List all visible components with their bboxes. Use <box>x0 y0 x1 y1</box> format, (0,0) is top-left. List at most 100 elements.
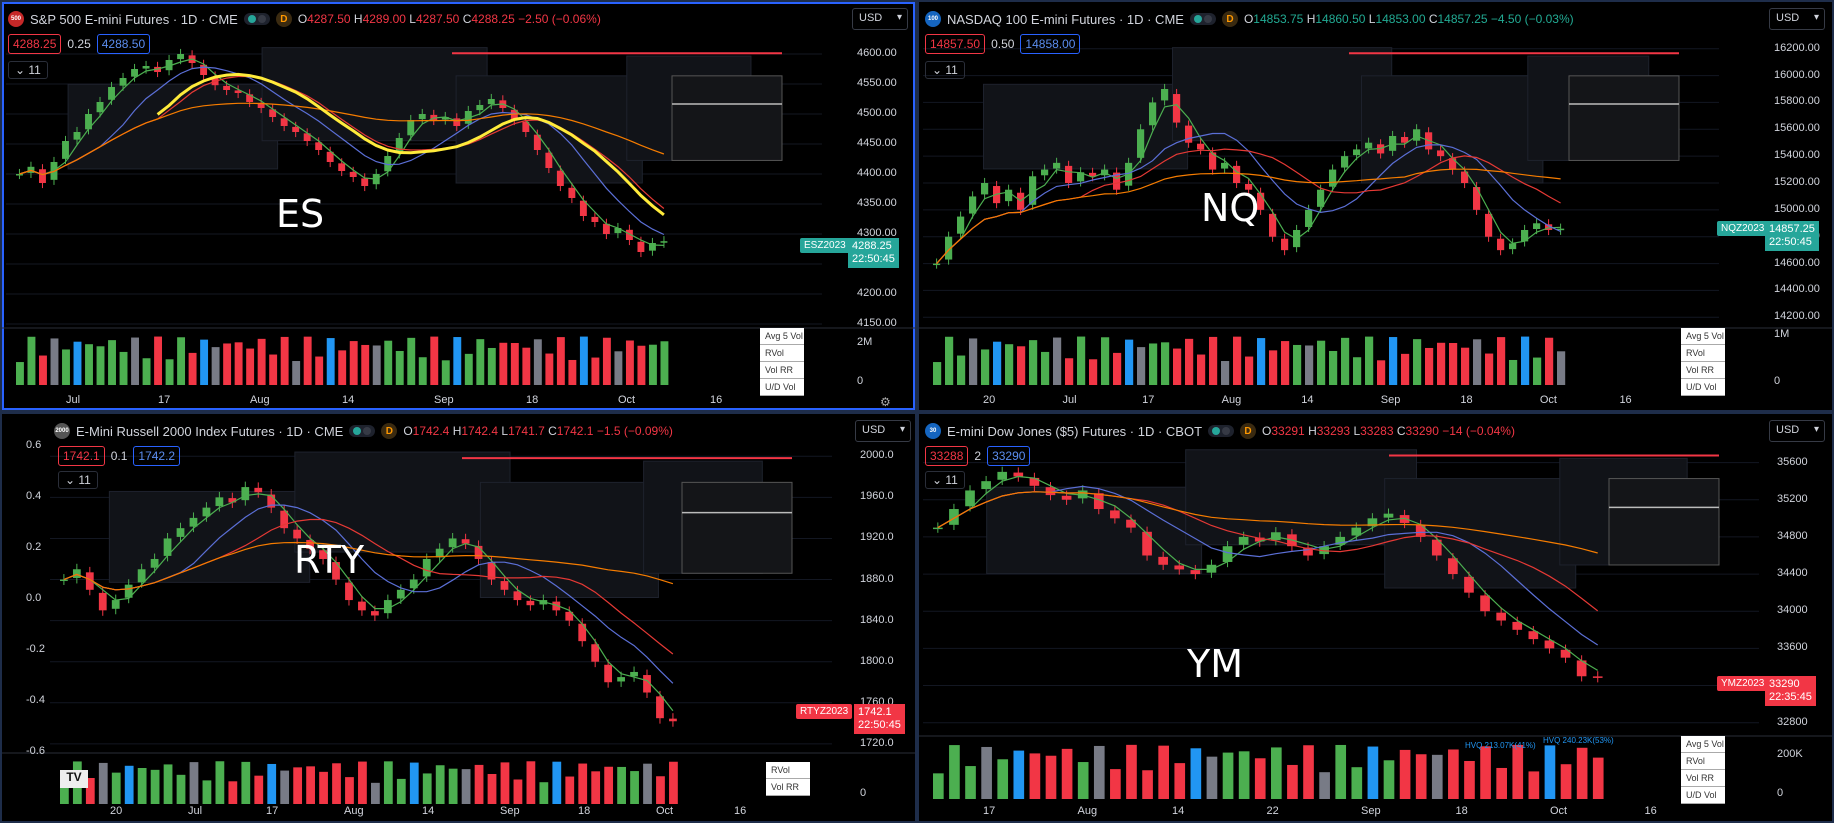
chart-canvas-ym[interactable] <box>919 414 1832 821</box>
candle-body <box>165 60 173 71</box>
symbol-title[interactable]: NASDAQ 100 E-mini Futures · 1D · CME <box>947 11 1184 27</box>
volume-bar <box>280 770 290 804</box>
candle-body <box>448 538 457 548</box>
volume-bar <box>578 763 588 804</box>
price-axis[interactable]: 2000.0 1960.0 1920.0 1880.0 1840.0 1800.0 1760… <box>860 414 915 754</box>
volume-bar <box>526 761 536 804</box>
price-axis[interactable]: 4600.00 4550.00 4500.00 4450.00 4400.00 4350.… <box>857 2 915 332</box>
price-tick-label: 15000.00 <box>1774 202 1820 215</box>
indicators-toggle-button[interactable]: ⌄ 11 <box>925 471 965 489</box>
candle-body <box>1413 129 1421 141</box>
chart-canvas-rty[interactable] <box>2 414 915 821</box>
time-tick-label: 18 <box>1460 394 1473 406</box>
currency-select[interactable]: USD <box>855 420 911 442</box>
time-tick-label: Sep <box>500 805 520 817</box>
volume-bar <box>533 339 542 385</box>
indicators-toggle-button[interactable]: ⌄ 11 <box>8 61 48 79</box>
volume-bar <box>1281 341 1290 385</box>
chart-canvas-es[interactable] <box>2 2 915 410</box>
time-axis[interactable]: 20 Jul 17 Aug 14 Sep 18 Oct 16 <box>2 805 852 821</box>
chart-pane-nq[interactable]: 100 NASDAQ 100 E-mini Futures · 1D · CME… <box>919 2 1832 410</box>
indicators-toggle-button[interactable]: ⌄ 11 <box>58 471 98 489</box>
volume-bar <box>215 761 225 804</box>
candle-body <box>1351 527 1362 536</box>
price-axis[interactable]: 16200.00 16000.00 15800.00 15600.00 15400.00… <box>1774 2 1832 332</box>
candle-body <box>500 581 509 590</box>
chart-canvas-nq[interactable] <box>919 2 1832 410</box>
left-oscillator-axis[interactable]: 0.6 0.4 0.2 0.0 -0.2 -0.4 -0.6 <box>26 414 56 757</box>
bid-price[interactable]: 1742.1 <box>58 446 105 466</box>
candle-body <box>578 623 587 642</box>
chart-pane-es[interactable]: 500 S&P 500 E-mini Futures · 1D · CME D … <box>2 2 915 410</box>
hv-label: HVQ 240.23K(53%) <box>1543 736 1614 745</box>
time-axis[interactable]: 20 Jul 17 Aug 14 Sep 18 Oct 16 <box>919 394 1769 410</box>
candle-body <box>280 510 289 529</box>
chart-pane-ym[interactable]: 30 E-mini Dow Jones ($5) Futures · 1D · … <box>919 414 1832 821</box>
volume-bar <box>202 780 212 804</box>
candle-body <box>384 156 392 172</box>
candle-body <box>189 517 198 527</box>
chart-pane-rty[interactable]: 2000 E-Mini Russell 2000 Index Futures ·… <box>2 414 915 821</box>
symbol-title[interactable]: S&P 500 E-mini Futures · 1D · CME <box>30 11 238 27</box>
candle-body <box>1449 158 1457 170</box>
symbol-logo-icon: 100 <box>925 11 941 27</box>
candle-body <box>223 85 231 90</box>
price-tick-label: 4600.00 <box>857 47 897 59</box>
volume-bar <box>1233 336 1242 385</box>
candle-body <box>1335 536 1346 545</box>
volume-bar <box>539 782 549 804</box>
volume-bar <box>435 765 445 804</box>
delayed-badge-icon[interactable]: D <box>381 423 398 439</box>
ask-price[interactable]: 1742.2 <box>133 446 181 466</box>
candle-body <box>202 507 211 517</box>
currency-select[interactable]: USD <box>1769 420 1825 442</box>
candle-body <box>108 87 115 100</box>
volume-bar <box>422 773 432 804</box>
delayed-badge-icon[interactable]: D <box>1221 11 1238 27</box>
delayed-badge-icon[interactable]: D <box>1240 423 1257 439</box>
oscillator-tick-label: 0.4 <box>26 490 42 502</box>
symbol-watermark: YM <box>1187 642 1243 686</box>
time-axis[interactable]: Jul 17 Aug 14 Sep 18 Oct 16 <box>2 394 852 410</box>
candle-body <box>1190 570 1201 575</box>
candle-body <box>1197 143 1205 150</box>
candle-body <box>1399 515 1410 523</box>
time-tick-label: Aug <box>1077 805 1098 817</box>
candle-body <box>396 589 405 599</box>
volume-bar <box>545 353 554 385</box>
volume-bar <box>189 762 199 804</box>
volume-bar <box>228 781 238 804</box>
candle-body <box>1173 94 1181 123</box>
volume-bar <box>1431 754 1443 799</box>
candle-body <box>1158 556 1168 565</box>
volume-bar <box>306 766 315 804</box>
volume-bar <box>965 766 976 799</box>
indicators-toggle-button[interactable]: ⌄ 11 <box>925 61 965 79</box>
ask-price[interactable]: 14858.00 <box>1020 34 1081 54</box>
delayed-badge-icon[interactable]: D <box>275 11 292 27</box>
ask-price[interactable]: 33290 <box>987 446 1031 466</box>
volume-bar <box>1377 360 1386 385</box>
volume-bar <box>280 336 289 385</box>
volume-bar <box>1161 342 1170 385</box>
ask-price[interactable]: 4288.50 <box>96 34 151 54</box>
time-tick-label: 20 <box>983 394 996 406</box>
symbol-title[interactable]: E-Mini Russell 2000 Index Futures · 1D ·… <box>76 423 344 439</box>
time-axis[interactable]: 17 Aug 14 22 Sep 18 Oct 16 <box>919 805 1769 821</box>
symbol-title[interactable]: E-mini Dow Jones ($5) Futures · 1D · CBO… <box>947 423 1203 439</box>
candle-body <box>565 611 574 621</box>
currency-select[interactable]: USD <box>852 8 908 30</box>
volume-bar <box>1197 354 1206 385</box>
bid-price[interactable]: 14857.50 <box>925 34 986 54</box>
candle-body <box>163 538 172 556</box>
currency-select[interactable]: USD <box>1769 8 1825 30</box>
price-axis[interactable]: 3560035200348003440034000336003320032800 <box>1777 414 1832 734</box>
volume-bar <box>257 338 266 385</box>
settings-gear-icon[interactable]: ⚙ <box>880 395 891 409</box>
candle-body <box>1045 487 1056 496</box>
target-zone-box <box>671 75 783 161</box>
candle-body <box>602 223 610 234</box>
bid-price[interactable]: 33288 <box>925 446 969 466</box>
candle-body <box>422 558 431 577</box>
bid-price[interactable]: 4288.25 <box>8 34 62 54</box>
